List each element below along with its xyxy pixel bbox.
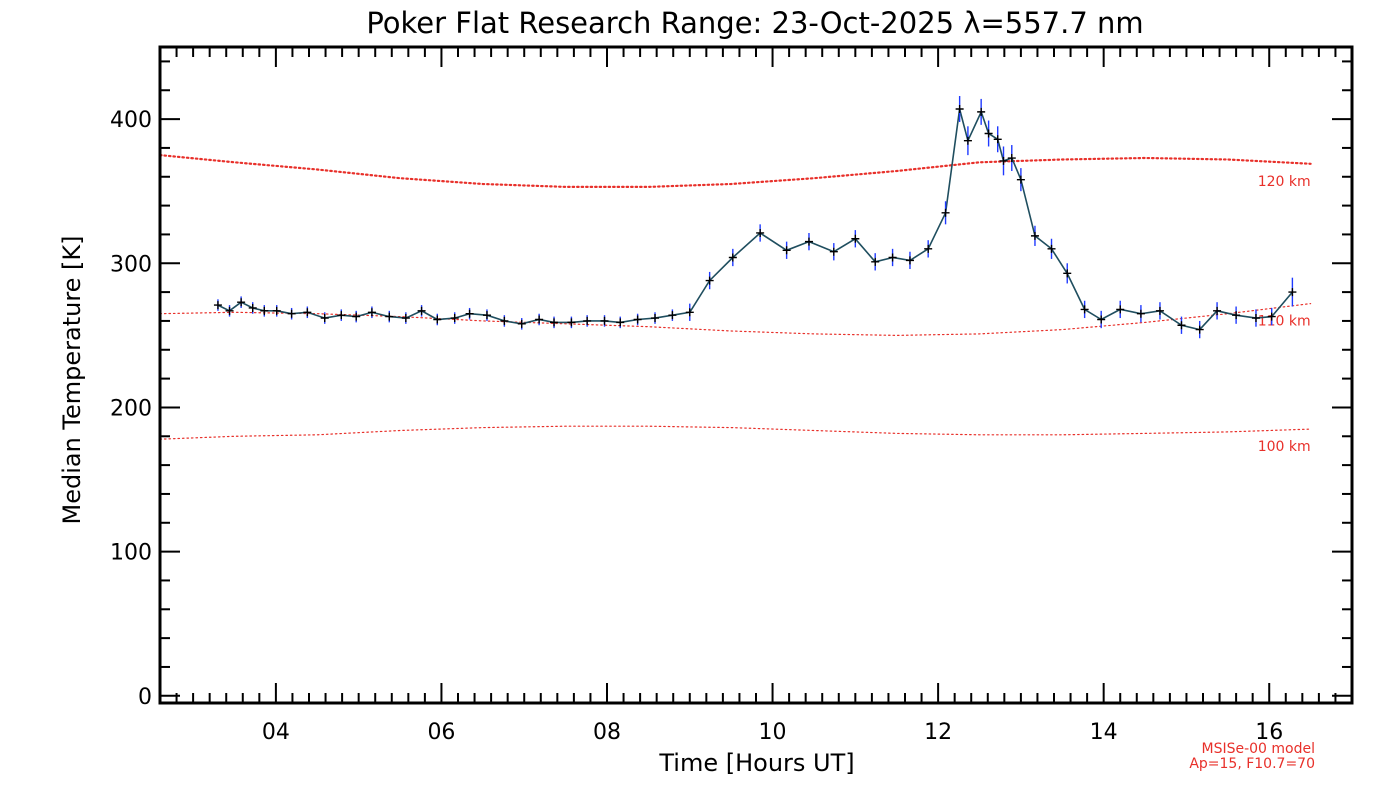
data-point: [248, 303, 257, 312]
data-point: [1195, 325, 1204, 334]
x-tick-label: 08: [593, 720, 621, 745]
plot-frame: [158, 45, 1354, 705]
data-point: [465, 309, 474, 318]
data-point: [1267, 312, 1276, 321]
data-point: [888, 253, 897, 262]
data-point: [352, 312, 361, 321]
data-point: [401, 314, 410, 323]
data-point: [756, 228, 765, 237]
data-point: [272, 306, 281, 315]
data-point: [728, 253, 737, 262]
data-point: [1136, 309, 1145, 318]
data-point: [482, 311, 491, 320]
x-tick-label: 12: [924, 720, 952, 745]
data-point: [782, 246, 791, 255]
data-point: [225, 306, 234, 315]
data-point: [1080, 305, 1089, 314]
model-curve-label: 100 km: [1258, 439, 1311, 455]
data-point: [616, 318, 625, 327]
model-curve-100-km: [159, 425, 1312, 440]
data-point: [600, 316, 609, 325]
data-point: [1232, 311, 1241, 320]
model-curve-120-km: [158, 154, 1312, 188]
chart-title: Poker Flat Research Range: 23-Oct-2025 λ…: [366, 6, 1143, 40]
data-point: [535, 315, 544, 324]
x-tick-label: 10: [759, 720, 787, 745]
y-tick-label: 100: [110, 541, 152, 566]
data-point: [1097, 315, 1106, 324]
data-point: [320, 314, 329, 323]
x-axis-label: Time [Hours UT]: [658, 749, 854, 777]
data-point: [433, 315, 442, 324]
x-tick-label: 06: [427, 720, 455, 745]
data-point: [260, 306, 269, 315]
data-point: [583, 316, 592, 325]
data-point: [385, 312, 394, 321]
series-line: [217, 108, 1294, 331]
data-point: [851, 234, 860, 243]
data-point: [517, 319, 526, 328]
axis-ticks: 04 06 08 10 12 14 16 0 100 200 300 400: [110, 47, 1353, 745]
y-tick-label: 300: [110, 252, 152, 277]
model-note-line-2: Ap=15, F10.7=70: [1189, 756, 1315, 772]
data-point: [668, 311, 677, 320]
model-curve-label: 110 km: [1258, 314, 1311, 330]
data-point: [993, 135, 1002, 144]
data-point: [417, 306, 426, 315]
y-tick-label: 400: [110, 108, 152, 133]
data-point: [633, 315, 642, 324]
model-curves: 120 km 110 km 100 km: [158, 154, 1312, 455]
data-point: [1116, 305, 1125, 314]
data-point: [303, 308, 312, 317]
data-point: [924, 244, 933, 253]
data-point: [651, 314, 660, 323]
data-point: [450, 314, 459, 323]
data-point: [999, 156, 1008, 165]
data-point: [905, 256, 914, 265]
model-curve-110-km: [159, 303, 1312, 337]
data-point: [941, 208, 950, 217]
x-tick-label: 14: [1090, 720, 1118, 745]
data-point: [829, 247, 838, 256]
y-tick-label: 0: [138, 685, 152, 710]
data-point: [977, 107, 986, 116]
x-tick-label: 16: [1255, 720, 1283, 745]
data-point: [1016, 175, 1025, 184]
model-curve-label: 120 km: [1258, 174, 1311, 190]
data-point: [550, 318, 559, 327]
data-point: [804, 237, 813, 246]
data-point: [367, 308, 376, 317]
data-point: [213, 301, 222, 310]
data-point: [1063, 269, 1072, 278]
data-point: [1155, 306, 1164, 315]
data-point: [1288, 288, 1297, 297]
data-point: [871, 257, 880, 266]
data-point: [955, 104, 964, 113]
y-axis-label: Median Temperature [K]: [58, 235, 86, 524]
data-point: [1251, 314, 1260, 323]
data-point: [337, 311, 346, 320]
data-series: [213, 96, 1297, 339]
data-point: [705, 276, 714, 285]
data-point: [1047, 244, 1056, 253]
data-point: [963, 136, 972, 145]
data-point: [1213, 306, 1222, 315]
model-note-line-1: MSISe-00 model: [1201, 741, 1315, 757]
data-point: [685, 308, 694, 317]
data-point: [237, 298, 246, 307]
data-point: [287, 309, 296, 318]
data-point: [984, 129, 993, 138]
data-point: [1007, 154, 1016, 163]
y-tick-label: 200: [110, 396, 152, 421]
data-point: [567, 318, 576, 327]
x-tick-label: 04: [262, 720, 290, 745]
data-point: [500, 316, 509, 325]
data-point: [1030, 231, 1039, 240]
data-point: [1177, 321, 1186, 330]
